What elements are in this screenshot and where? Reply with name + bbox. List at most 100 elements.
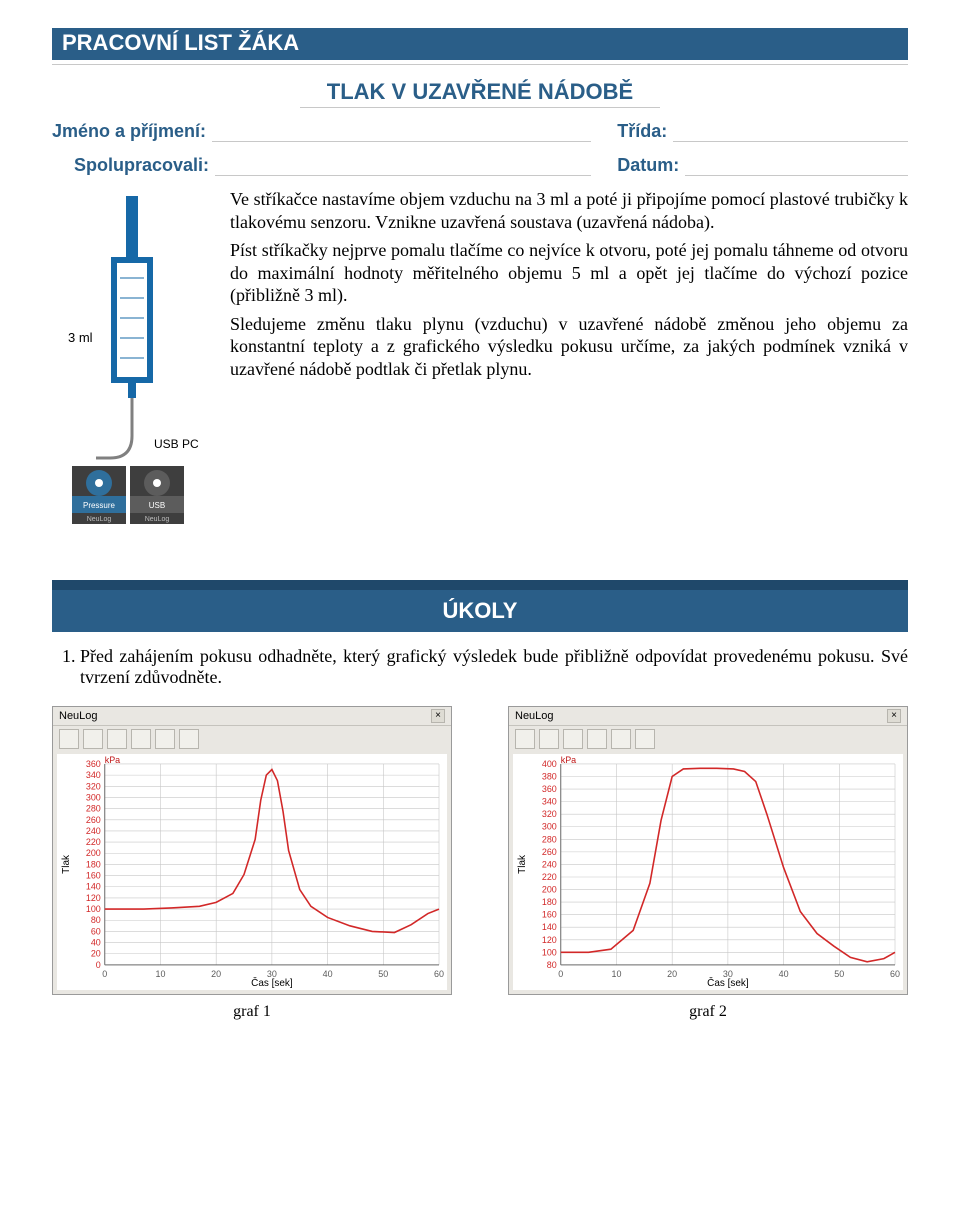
chart-2-toolbar [509, 726, 907, 752]
toolbar-button[interactable] [179, 729, 199, 749]
tasks-list: Před zahájením pokusu odhadněte, který g… [52, 646, 908, 688]
svg-text:340: 340 [86, 770, 101, 780]
sensor-1-name: USB [149, 501, 165, 510]
svg-text:140: 140 [86, 882, 101, 892]
chart-2-window: NeuLog × 8010012014016018020022024026028… [508, 706, 908, 995]
apparatus-diagram: 3 ml USB PC Pressure NeuLog USB NeuLo [52, 188, 212, 536]
svg-text:120: 120 [542, 935, 557, 945]
chart-1-wrap: NeuLog × 0204060801001201401601802002202… [52, 706, 452, 1021]
chart-1-window: NeuLog × 0204060801001201401601802002202… [52, 706, 452, 995]
svg-text:380: 380 [542, 771, 557, 781]
paragraph-2: Píst stříkačky nejprve pomalu tlačíme co… [230, 239, 908, 307]
class-field[interactable] [673, 120, 908, 142]
svg-text:40: 40 [91, 938, 101, 948]
toolbar-button[interactable] [155, 729, 175, 749]
svg-text:160: 160 [542, 910, 557, 920]
svg-text:280: 280 [86, 804, 101, 814]
svg-text:220: 220 [542, 872, 557, 882]
meta-row-1: Jméno a příjmení: Třída: [52, 120, 908, 142]
svg-text:0: 0 [558, 969, 563, 979]
task-item-1: Před zahájením pokusu odhadněte, který g… [80, 646, 908, 688]
toolbar-button[interactable] [587, 729, 607, 749]
svg-text:Čas [sek]: Čas [sek] [707, 978, 749, 989]
toolbar-button[interactable] [59, 729, 79, 749]
close-icon[interactable]: × [887, 709, 901, 723]
svg-text:60: 60 [91, 926, 101, 936]
chart-1-caption: graf 1 [52, 1003, 452, 1021]
svg-text:320: 320 [542, 809, 557, 819]
svg-text:kPa: kPa [105, 755, 120, 765]
svg-text:60: 60 [890, 969, 900, 979]
chart-2-wrap: NeuLog × 8010012014016018020022024026028… [508, 706, 908, 1021]
class-label: Třída: [617, 121, 667, 142]
svg-text:20: 20 [211, 969, 221, 979]
svg-text:40: 40 [323, 969, 333, 979]
svg-text:140: 140 [542, 922, 557, 932]
svg-text:80: 80 [547, 960, 557, 970]
svg-text:80: 80 [91, 915, 101, 925]
sensor-1-brand: NeuLog [145, 516, 170, 523]
paragraph-3: Sledujeme změnu tlaku plynu (vzduchu) v … [230, 313, 908, 381]
svg-text:50: 50 [834, 969, 844, 979]
svg-text:240: 240 [542, 859, 557, 869]
usb-label: USB PC [154, 437, 199, 451]
toolbar-button[interactable] [107, 729, 127, 749]
toolbar-button[interactable] [563, 729, 583, 749]
toolbar-button[interactable] [131, 729, 151, 749]
toolbar-button[interactable] [515, 729, 535, 749]
toolbar-button[interactable] [611, 729, 631, 749]
svg-text:260: 260 [542, 847, 557, 857]
name-label: Jméno a příjmení: [52, 121, 206, 142]
colab-label: Spolupracovali: [74, 155, 209, 176]
svg-text:Čas [sek]: Čas [sek] [251, 978, 293, 989]
chart-2-titlebar: NeuLog × [509, 707, 907, 726]
svg-text:50: 50 [378, 969, 388, 979]
description-text: Ve stříkačce nastavíme objem vzduchu na … [230, 188, 908, 536]
chart-2-window-title: NeuLog [515, 710, 554, 722]
svg-text:0: 0 [102, 969, 107, 979]
toolbar-button[interactable] [635, 729, 655, 749]
svg-text:100: 100 [542, 947, 557, 957]
svg-text:10: 10 [611, 969, 621, 979]
sensor-0-name: Pressure [83, 501, 116, 510]
page-title-bar: PRACOVNÍ LIST ŽÁKA [52, 28, 908, 60]
svg-text:400: 400 [542, 759, 557, 769]
chart-2-caption: graf 2 [508, 1003, 908, 1021]
svg-text:300: 300 [542, 822, 557, 832]
date-field[interactable] [685, 154, 908, 176]
svg-text:260: 260 [86, 815, 101, 825]
svg-text:120: 120 [86, 893, 101, 903]
svg-text:280: 280 [542, 834, 557, 844]
subtitle: TLAK V UZAVŘENÉ NÁDOBĚ [300, 79, 660, 108]
svg-text:Tlak: Tlak [517, 855, 528, 874]
svg-text:240: 240 [86, 826, 101, 836]
chart-1-window-title: NeuLog [59, 710, 98, 722]
toolbar-button[interactable] [539, 729, 559, 749]
svg-text:300: 300 [86, 792, 101, 802]
page-title: PRACOVNÍ LIST ŽÁKA [62, 30, 299, 55]
chart-1-titlebar: NeuLog × [53, 707, 451, 726]
meta-row-2: Spolupracovali: Datum: [52, 154, 908, 176]
toolbar-button[interactable] [83, 729, 103, 749]
syringe-label: 3 ml [68, 330, 93, 345]
svg-text:100: 100 [86, 904, 101, 914]
svg-text:360: 360 [542, 784, 557, 794]
separator-line [52, 64, 908, 65]
svg-text:180: 180 [86, 859, 101, 869]
date-label: Datum: [617, 155, 679, 176]
colab-field[interactable] [215, 154, 591, 176]
svg-text:180: 180 [542, 897, 557, 907]
svg-text:40: 40 [779, 969, 789, 979]
svg-text:160: 160 [86, 871, 101, 881]
svg-text:kPa: kPa [561, 755, 576, 765]
svg-text:0: 0 [96, 960, 101, 970]
svg-text:20: 20 [91, 949, 101, 959]
svg-text:220: 220 [86, 837, 101, 847]
tasks-heading: ÚKOLY [52, 580, 908, 632]
name-field[interactable] [212, 120, 591, 142]
svg-text:320: 320 [86, 781, 101, 791]
close-icon[interactable]: × [431, 709, 445, 723]
svg-text:200: 200 [86, 848, 101, 858]
svg-text:340: 340 [542, 797, 557, 807]
paragraph-1: Ve stříkačce nastavíme objem vzduchu na … [230, 188, 908, 233]
